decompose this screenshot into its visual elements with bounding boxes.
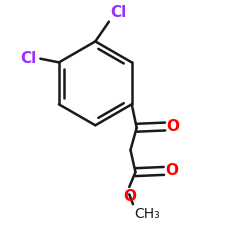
Text: O: O <box>123 190 136 204</box>
Text: O: O <box>165 164 178 178</box>
Text: CH₃: CH₃ <box>134 207 160 221</box>
Text: Cl: Cl <box>20 51 37 66</box>
Text: Cl: Cl <box>110 6 126 20</box>
Text: O: O <box>166 119 179 134</box>
